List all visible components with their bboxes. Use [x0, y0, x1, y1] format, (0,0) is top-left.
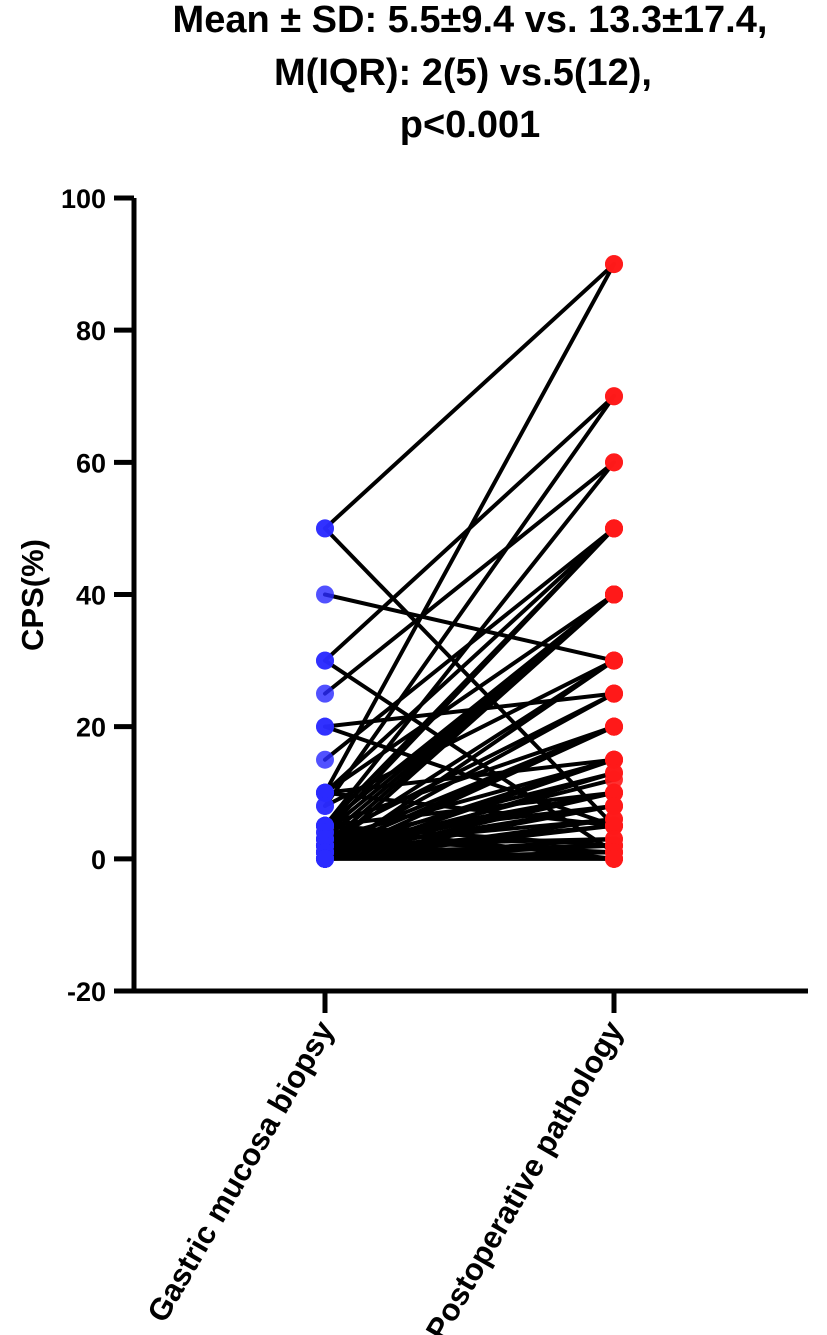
y-tick-label-80: 80	[76, 316, 106, 346]
pathology-point-59	[605, 763, 623, 782]
pathology-point-50	[605, 717, 623, 736]
pair-line-50	[323, 724, 616, 861]
pair-line-24	[323, 526, 616, 835]
chart-title: Mean ± SD: 5.5±9.4 vs. 13.3±17.4, M(IQR)…	[173, 0, 768, 146]
biopsy-point-2	[316, 519, 334, 538]
pair-line-3	[323, 592, 616, 663]
pair-line-11	[323, 592, 616, 795]
pair-line-59	[323, 770, 616, 861]
pair-line-1	[323, 262, 616, 531]
pathology-point-51	[605, 750, 623, 769]
pathology-point-15	[605, 387, 623, 406]
y-tick-label-100: 100	[61, 184, 106, 214]
pair-line-10	[323, 262, 616, 795]
pair-line-15	[323, 394, 616, 808]
pair-line-54	[323, 823, 616, 861]
pair-line-49	[323, 658, 616, 861]
y-tick-label-60: 60	[76, 448, 106, 478]
pair-line-51	[323, 757, 616, 861]
pair-line-52	[323, 790, 616, 861]
y-ticks: -20 0 20 40 60 80 100	[61, 184, 134, 1007]
pathology-point-24	[605, 519, 623, 538]
pathology-point-49	[605, 651, 623, 670]
biopsy-point-9	[316, 750, 334, 769]
biopsy-point-16	[316, 796, 334, 815]
y-axis-label: CPS(%)	[15, 539, 50, 651]
y-tick-label-0: 0	[91, 845, 106, 875]
y-tick-label-20: 20	[76, 713, 106, 743]
pair-lines	[323, 262, 616, 861]
pathology-point-60	[605, 796, 623, 815]
pathology-point-40	[605, 684, 623, 703]
pathology-point-10	[605, 255, 623, 274]
biopsy-point-60	[316, 849, 334, 868]
axes	[131, 198, 808, 1013]
data-points	[316, 255, 623, 868]
pathology-point-39	[605, 585, 623, 604]
x-categories: Gastric mucosa biopsy Postoperative patho…	[140, 1014, 630, 1335]
category-label-1: Gastric mucosa biopsy	[140, 1014, 341, 1328]
biopsy-point-14	[316, 783, 334, 802]
y-tick-label--20: -20	[67, 977, 106, 1007]
pair-line-39	[323, 592, 616, 855]
pair-line-12	[323, 526, 616, 795]
biopsy-point-6	[316, 684, 334, 703]
title-line-3: p<0.001	[400, 104, 541, 146]
title-line-1: Mean ± SD: 5.5±9.4 vs. 13.3±17.4,	[173, 0, 768, 41]
pair-line-60	[323, 803, 616, 861]
biopsy-point-8	[316, 717, 334, 736]
pair-line-17	[323, 460, 616, 828]
title-line-2: M(IQR): 2(5) vs.5(12),	[274, 52, 652, 94]
category-label-2: Postoperative pathology	[419, 1014, 631, 1335]
pathology-point-54	[605, 816, 623, 835]
y-tick-label-40: 40	[76, 581, 106, 611]
pair-line-6	[323, 460, 616, 696]
pathology-point-58	[605, 849, 623, 868]
pathology-point-17	[605, 453, 623, 472]
pathology-point-52	[605, 783, 623, 802]
biopsy-point-3	[316, 585, 334, 604]
biopsy-point-5	[316, 651, 334, 670]
